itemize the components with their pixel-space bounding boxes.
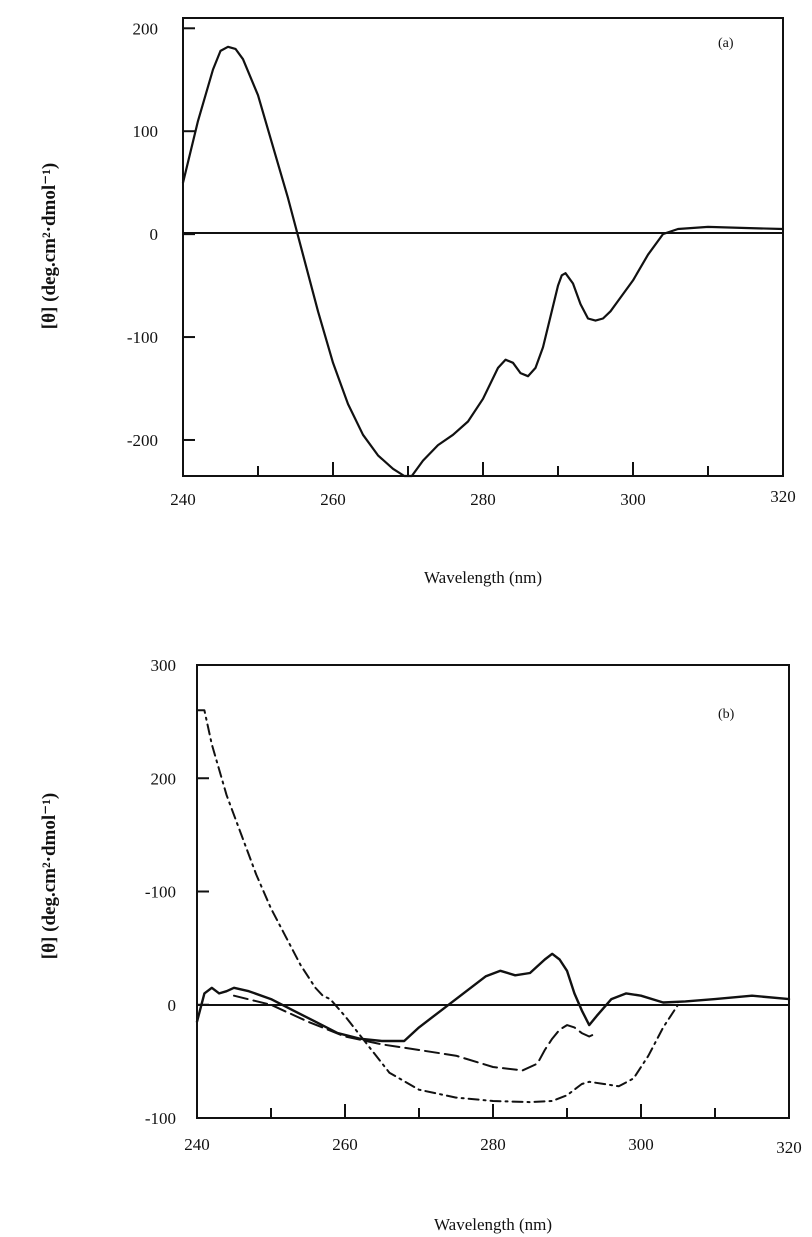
panel-a-x-tick-label: 320 — [770, 487, 796, 506]
panel-b-y-tick-label: -100 — [145, 883, 176, 902]
panel-b-series-2-line — [233, 994, 598, 1072]
panel-b-y-axis-title: [θ] (deg.cm²·dmol⁻¹) — [39, 793, 60, 959]
panel-b-x-axis-title: Wavelength (nm) — [434, 1215, 552, 1234]
panel-b-tag: (b) — [718, 707, 735, 722]
panel-a-tag: (a) — [718, 36, 734, 51]
panel-a: [θ] (deg.cm²·dmol⁻¹) 200 100 0 -100 -200 240… — [39, 17, 796, 587]
panel-b-x-tick-label: 260 — [332, 1135, 358, 1154]
panel-b-x-tick-label: 300 — [628, 1135, 654, 1154]
panel-b-x-tick-label: 240 — [184, 1135, 210, 1154]
panel-a-plot-frame — [182, 17, 784, 477]
panel-a-x-tick-label: 300 — [620, 490, 646, 509]
panel-a-y-tick-label: 100 — [133, 122, 159, 141]
panel-a-x-axis-title: Wavelength (nm) — [424, 568, 542, 587]
panel-b-y-tick-label: 300 — [151, 656, 177, 675]
panel-a-x-tick-label: 260 — [320, 490, 346, 509]
panel-a-y-tick-label: -200 — [127, 431, 158, 450]
panel-b-y-tick-label: 200 — [151, 769, 177, 788]
panel-b-series-3-line — [196, 709, 679, 1104]
panel-b-x-tick-label: 280 — [480, 1135, 506, 1154]
panel-b-y-tick-label: 0 — [168, 996, 177, 1015]
panel-b: [θ] (deg.cm²·dmol⁻¹) 300 200 -100 0 -100 240… — [39, 656, 802, 1234]
panel-a-x-tick-label: 280 — [470, 490, 496, 509]
panel-a-y-tick-label: 0 — [150, 225, 159, 244]
panel-b-x-tick-label: 320 — [776, 1138, 802, 1157]
panel-a-series-1-line — [181, 45, 785, 478]
panel-b-series-1-line — [195, 952, 791, 1043]
panel-a-y-axis-title: [θ] (deg.cm²·dmol⁻¹) — [39, 163, 60, 329]
panel-a-y-tick-label: 200 — [133, 19, 159, 38]
panel-b-plot-frame — [196, 664, 790, 1119]
panel-a-x-tick-label: 240 — [170, 490, 196, 509]
panel-b-y-tick-label: -100 — [145, 1109, 176, 1128]
panel-a-y-tick-label: -100 — [127, 328, 158, 347]
